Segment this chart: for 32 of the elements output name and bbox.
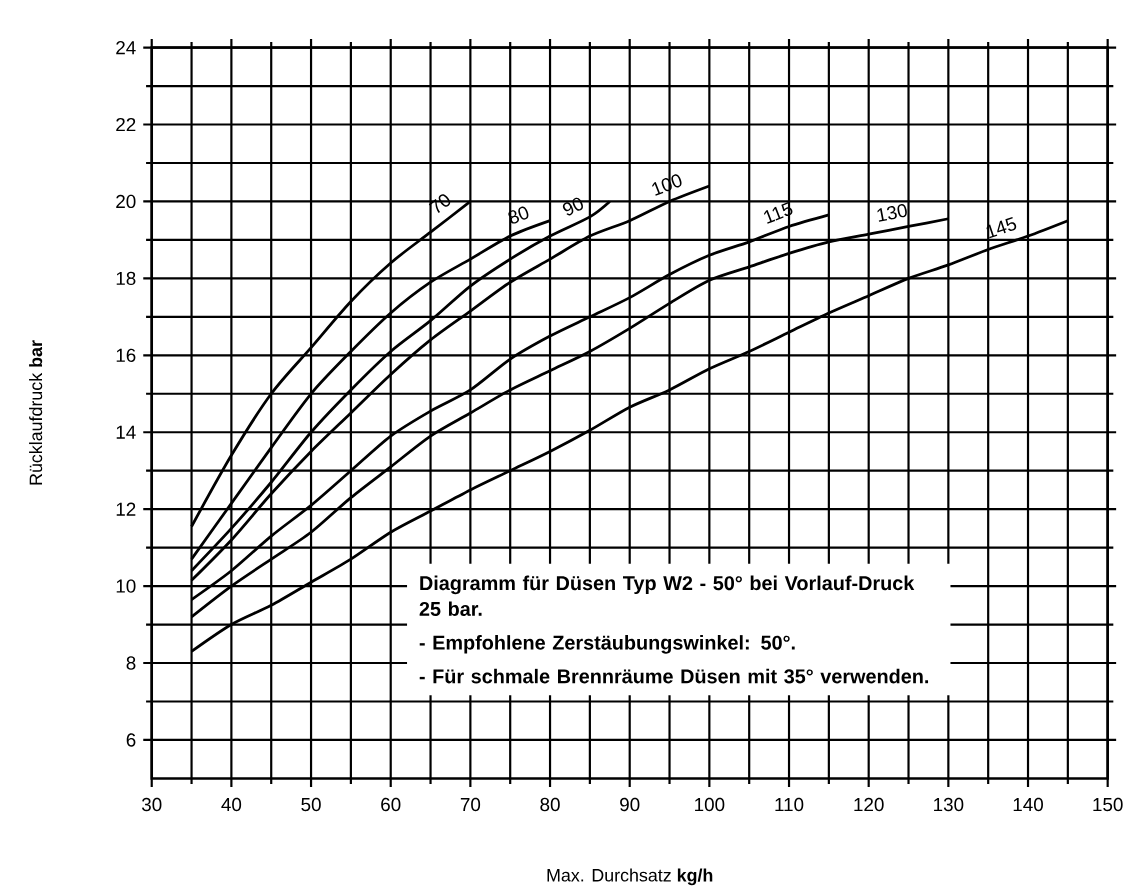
- y-tick-label: 20: [116, 194, 136, 209]
- y-tick-label: 18: [116, 271, 136, 286]
- text: 130: [877, 204, 907, 222]
- x-tick-label: 40: [221, 797, 242, 812]
- x-tick-label: 130: [934, 797, 964, 812]
- x-tick-label: 140: [1013, 797, 1043, 812]
- y-tick-label: 22: [116, 118, 136, 132]
- y-tick-label: 16: [116, 348, 136, 363]
- x-tick-label: 120: [854, 797, 884, 812]
- x-axis-title: Max. Durchsatz kg/h: [547, 868, 713, 886]
- x-tick-label: 150: [1093, 797, 1123, 812]
- y-tick-label: 8: [126, 656, 136, 670]
- x-tick-label: 90: [620, 797, 640, 812]
- annotation: Diagramm für Düsen Typ W2 - 50° bei Vorlauf-Druck 25 bar.: [419, 575, 915, 617]
- x-tick-label: 60: [381, 797, 401, 812]
- x-tick-label: 30: [141, 797, 162, 812]
- x-tick-label: 100: [695, 797, 725, 812]
- y-tick-label: 6: [126, 733, 136, 747]
- x-tick-label: 80: [540, 797, 560, 812]
- annotation: - Empfohlene Zerstäubungswinkel: 50°.: [419, 635, 795, 654]
- text: 90: [562, 197, 584, 216]
- text: 145: [986, 217, 1017, 239]
- y-axis-title: Rücklaufdruck bar: [29, 340, 43, 485]
- x-tick-label: 50: [301, 797, 321, 812]
- y-tick-label: 10: [116, 579, 136, 593]
- y-tick-label: 12: [116, 502, 136, 516]
- x-tick-label: 110: [775, 797, 804, 812]
- y-tick-label: 24: [116, 41, 136, 55]
- y-tick-label: 14: [116, 425, 136, 439]
- text: 100: [652, 174, 682, 196]
- annotation: - Für schmale Brennräume Düsen mit 35° verwenden.: [419, 668, 929, 684]
- x-tick-label: 70: [460, 797, 481, 812]
